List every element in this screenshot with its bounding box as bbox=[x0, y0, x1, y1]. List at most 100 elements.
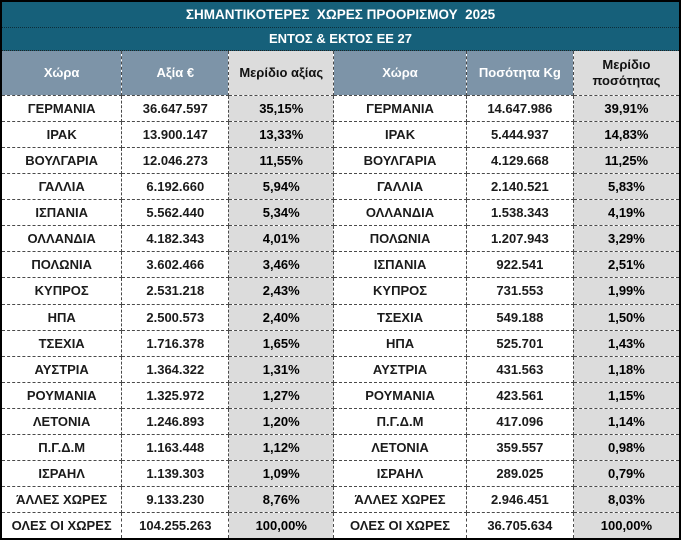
table-cell: ΓΕΡΜΑΝΙΑ bbox=[333, 94, 467, 123]
table-cell: ΟΛΕΣ ΟΙ ΧΩΡΕΣ bbox=[2, 512, 123, 538]
table-cell: 36.647.597 bbox=[121, 94, 230, 123]
total-row: ΟΛΕΣ ΟΙ ΧΩΡΕΣ 104.255.263 100,00% ΟΛΕΣ ΟΙ Χ… bbox=[2, 512, 679, 538]
table-cell: 431.563 bbox=[465, 355, 574, 383]
table-cell: ΗΠΑ bbox=[2, 303, 123, 331]
table-cell: 1,09% bbox=[228, 459, 335, 487]
column-header: Χώρα bbox=[2, 51, 123, 96]
table-cell: 1.246.893 bbox=[121, 407, 230, 435]
table-cell: 5.562.440 bbox=[121, 199, 230, 227]
table-cell: 1,12% bbox=[228, 433, 335, 461]
table-row: ΚΥΠΡΟΣ 2.531.218 2,43% ΚΥΠΡΟΣ 731.553 1,99% bbox=[2, 277, 679, 305]
table-cell: 1.163.448 bbox=[121, 433, 230, 461]
table-cell: 4,19% bbox=[572, 199, 679, 227]
table-cell: 1.716.378 bbox=[121, 329, 230, 357]
column-header: Χώρα bbox=[333, 51, 467, 96]
table-body: ΓΕΡΜΑΝΙΑ 36.647.597 35,15% ΓΕΡΜΑΝΙΑ 14.647.9… bbox=[2, 94, 679, 538]
table-row: ΙΡΑΚ 13.900.147 13,33% ΙΡΑΚ 5.444.937 14,83% bbox=[2, 121, 679, 149]
table-cell: 4.129.668 bbox=[465, 147, 574, 175]
table-cell: 13,33% bbox=[228, 121, 335, 149]
table-cell: 8,76% bbox=[228, 485, 335, 514]
table-cell: ΙΡΑΚ bbox=[2, 121, 123, 149]
table-cell: 9.133.230 bbox=[121, 485, 230, 514]
table-cell: 1,43% bbox=[572, 329, 679, 357]
table-cell: 0,79% bbox=[572, 459, 679, 487]
table-cell: 36.705.634 bbox=[465, 512, 574, 538]
table-cell: 12.046.273 bbox=[121, 147, 230, 175]
table-cell: 1,50% bbox=[572, 303, 679, 331]
column-header: Αξία € bbox=[121, 51, 230, 96]
table-cell: 2,51% bbox=[572, 251, 679, 279]
table-cell: 8,03% bbox=[572, 485, 679, 514]
table-cell: 1,18% bbox=[572, 355, 679, 383]
table-cell: ΑΥΣΤΡΙΑ bbox=[333, 355, 467, 383]
table-cell: 417.096 bbox=[465, 407, 574, 435]
table-cell: 1,31% bbox=[228, 355, 335, 383]
table-cell: 1,65% bbox=[228, 329, 335, 357]
column-header: Μερίδιο αξίας bbox=[228, 51, 335, 96]
table-cell: 3,29% bbox=[572, 225, 679, 253]
table-cell: ΟΛΕΣ ΟΙ ΧΩΡΕΣ bbox=[333, 512, 467, 538]
table-cell: ΙΣΡΑΗΛ bbox=[2, 459, 123, 487]
column-header: Ποσότητα Kg bbox=[465, 51, 574, 96]
table-row: ΙΣΠΑΝΙΑ 5.562.440 5,34% ΟΛΛΑΝΔΙΑ 1.538.343 4,… bbox=[2, 199, 679, 227]
table-cell: 2.140.521 bbox=[465, 173, 574, 201]
table-cell: ΠΟΛΩΝΙΑ bbox=[333, 225, 467, 253]
table-row: ΛΕΤΟΝΙΑ 1.246.893 1,20% Π.Γ.Δ.Μ 417.096 1,14% bbox=[2, 407, 679, 435]
table-cell: 35,15% bbox=[228, 94, 335, 123]
table-cell: 39,91% bbox=[572, 94, 679, 123]
table-cell: 4,01% bbox=[228, 225, 335, 253]
table-row: ΠΟΛΩΝΙΑ 3.602.466 3,46% ΙΣΠΑΝΙΑ 922.541 2,51% bbox=[2, 251, 679, 279]
table-cell: 1,14% bbox=[572, 407, 679, 435]
column-header: Μερίδιο ποσότητας bbox=[572, 51, 679, 96]
table-cell: ΛΕΤΟΝΙΑ bbox=[2, 407, 123, 435]
table-cell: 1,15% bbox=[572, 381, 679, 409]
table-row: ΑΥΣΤΡΙΑ 1.364.322 1,31% ΑΥΣΤΡΙΑ 431.563 1,18% bbox=[2, 355, 679, 383]
table-cell: ΡΟΥΜΑΝΙΑ bbox=[2, 381, 123, 409]
table-cell: 5,94% bbox=[228, 173, 335, 201]
table-cell: 2.946.451 bbox=[465, 485, 574, 514]
table-cell: ΟΛΛΑΝΔΙΑ bbox=[2, 225, 123, 253]
table-cell: 1,20% bbox=[228, 407, 335, 435]
table-row: ΤΣΕΧΙΑ 1.716.378 1,65% ΗΠΑ 525.701 1,43% bbox=[2, 329, 679, 357]
table-row: ΆΛΛΕΣ ΧΩΡΕΣ 9.133.230 8,76% ΆΛΛΕΣ ΧΩΡΕΣ 2.94… bbox=[2, 485, 679, 514]
table-row: ΟΛΛΑΝΔΙΑ 4.182.343 4,01% ΠΟΛΩΝΙΑ 1.207.943 3,… bbox=[2, 225, 679, 253]
table-cell: Π.Γ.Δ.Μ bbox=[333, 407, 467, 435]
table-cell: ΓΑΛΛΙΑ bbox=[2, 173, 123, 201]
table-row: ΓΑΛΛΙΑ 6.192.660 5,94% ΓΑΛΛΙΑ 2.140.521 5,83% bbox=[2, 173, 679, 201]
table-cell: ΆΛΛΕΣ ΧΩΡΕΣ bbox=[333, 485, 467, 514]
table-row: ΙΣΡΑΗΛ 1.139.303 1,09% ΙΣΡΑΗΛ 289.025 0,79% bbox=[2, 459, 679, 487]
table-cell: 289.025 bbox=[465, 459, 574, 487]
table-cell: 922.541 bbox=[465, 251, 574, 279]
table-cell: 549.188 bbox=[465, 303, 574, 331]
table-cell: ΗΠΑ bbox=[333, 329, 467, 357]
table-cell: 11,25% bbox=[572, 147, 679, 175]
table-cell: ΚΥΠΡΟΣ bbox=[2, 277, 123, 305]
table-cell: 731.553 bbox=[465, 277, 574, 305]
table-cell: 104.255.263 bbox=[121, 512, 230, 538]
table-cell: 1,27% bbox=[228, 381, 335, 409]
table-cell: Π.Γ.Δ.Μ bbox=[2, 433, 123, 461]
table-cell: 3,46% bbox=[228, 251, 335, 279]
table-cell: ΙΣΠΑΝΙΑ bbox=[2, 199, 123, 227]
table-row: ΡΟΥΜΑΝΙΑ 1.325.972 1,27% ΡΟΥΜΑΝΙΑ 423.561 1,1… bbox=[2, 381, 679, 409]
table-cell: ΠΟΛΩΝΙΑ bbox=[2, 251, 123, 279]
table-cell: 2.500.573 bbox=[121, 303, 230, 331]
table-cell: ΤΣΕΧΙΑ bbox=[2, 329, 123, 357]
table-cell: 1.207.943 bbox=[465, 225, 574, 253]
table-cell: 5,34% bbox=[228, 199, 335, 227]
table-cell: 359.557 bbox=[465, 433, 574, 461]
table-row: ΗΠΑ 2.500.573 2,40% ΤΣΕΧΙΑ 549.188 1,50% bbox=[2, 303, 679, 331]
table-cell: ΚΥΠΡΟΣ bbox=[333, 277, 467, 305]
table-cell: 14.647.986 bbox=[465, 94, 574, 123]
table-cell: ΒΟΥΛΓΑΡΙΑ bbox=[2, 147, 123, 175]
table-cell: ΤΣΕΧΙΑ bbox=[333, 303, 467, 331]
table-cell: ΑΥΣΤΡΙΑ bbox=[2, 355, 123, 383]
table-cell: 1.325.972 bbox=[121, 381, 230, 409]
table-cell: 2.531.218 bbox=[121, 277, 230, 305]
table-cell: 2,40% bbox=[228, 303, 335, 331]
table-cell: 1.538.343 bbox=[465, 199, 574, 227]
table-cell: 11,55% bbox=[228, 147, 335, 175]
table-row: ΓΕΡΜΑΝΙΑ 36.647.597 35,15% ΓΕΡΜΑΝΙΑ 14.647.9… bbox=[2, 94, 679, 123]
table-cell: 0,98% bbox=[572, 433, 679, 461]
